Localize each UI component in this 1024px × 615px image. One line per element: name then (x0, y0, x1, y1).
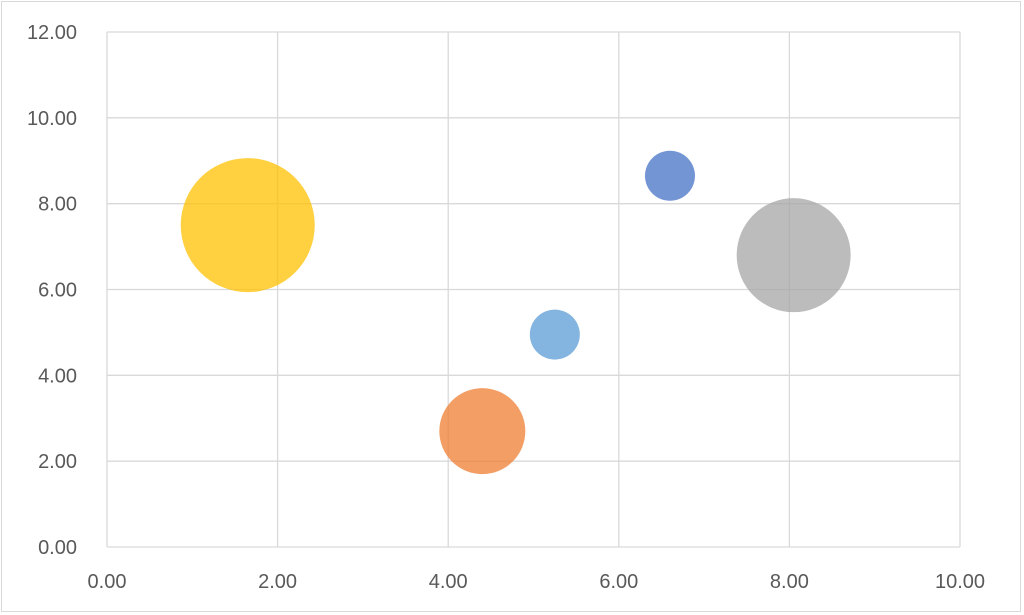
x-tick-label: 4.00 (429, 571, 468, 593)
bubble-point-0 (180, 158, 315, 293)
y-tick-label: 0.00 (38, 537, 77, 559)
y-tick-label: 4.00 (38, 365, 77, 387)
y-tick-label: 2.00 (38, 451, 77, 473)
x-tick-label: 6.00 (599, 571, 638, 593)
x-tick-label: 2.00 (258, 571, 297, 593)
x-tick-label: 10.00 (935, 571, 985, 593)
y-tick-label: 12.00 (27, 22, 77, 44)
bubble-point-4 (736, 198, 851, 313)
x-axis-tick-labels: 0.00 2.00 4.00 6.00 8.00 10.00 (88, 571, 986, 593)
y-tick-label: 10.00 (27, 108, 77, 130)
bubble-series (180, 150, 851, 475)
y-tick-label: 8.00 (38, 194, 77, 216)
x-tick-label: 8.00 (770, 571, 809, 593)
y-tick-label: 6.00 (38, 280, 77, 302)
bubble-point-3 (644, 150, 695, 201)
y-axis-tick-labels: 0.00 2.00 4.00 6.00 8.00 10.00 12.00 (27, 22, 77, 559)
x-tick-label: 0.00 (88, 571, 127, 593)
bubble-point-1 (439, 388, 526, 475)
bubble-point-2 (529, 309, 580, 360)
